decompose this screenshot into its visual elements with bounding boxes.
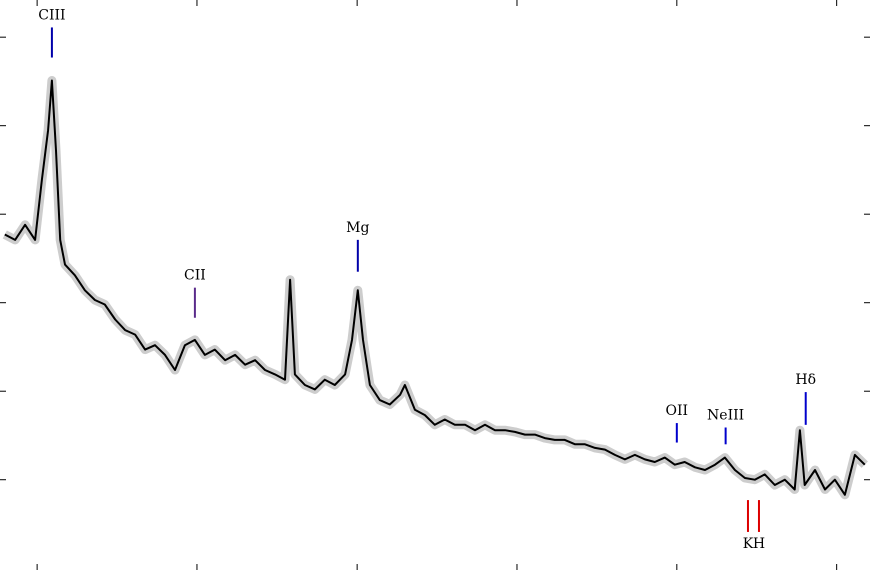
line-label: OII [666,403,689,419]
line-label: CII [184,268,206,284]
line-label: CIII [38,7,65,23]
line-label: NeIII [707,408,744,424]
spectrum-line [4,79,866,496]
noise-band [2,76,868,500]
line-label: Mg [346,220,369,236]
line-label: Hδ [795,372,816,388]
line-label: K [743,536,754,552]
line-label: H [753,536,765,552]
